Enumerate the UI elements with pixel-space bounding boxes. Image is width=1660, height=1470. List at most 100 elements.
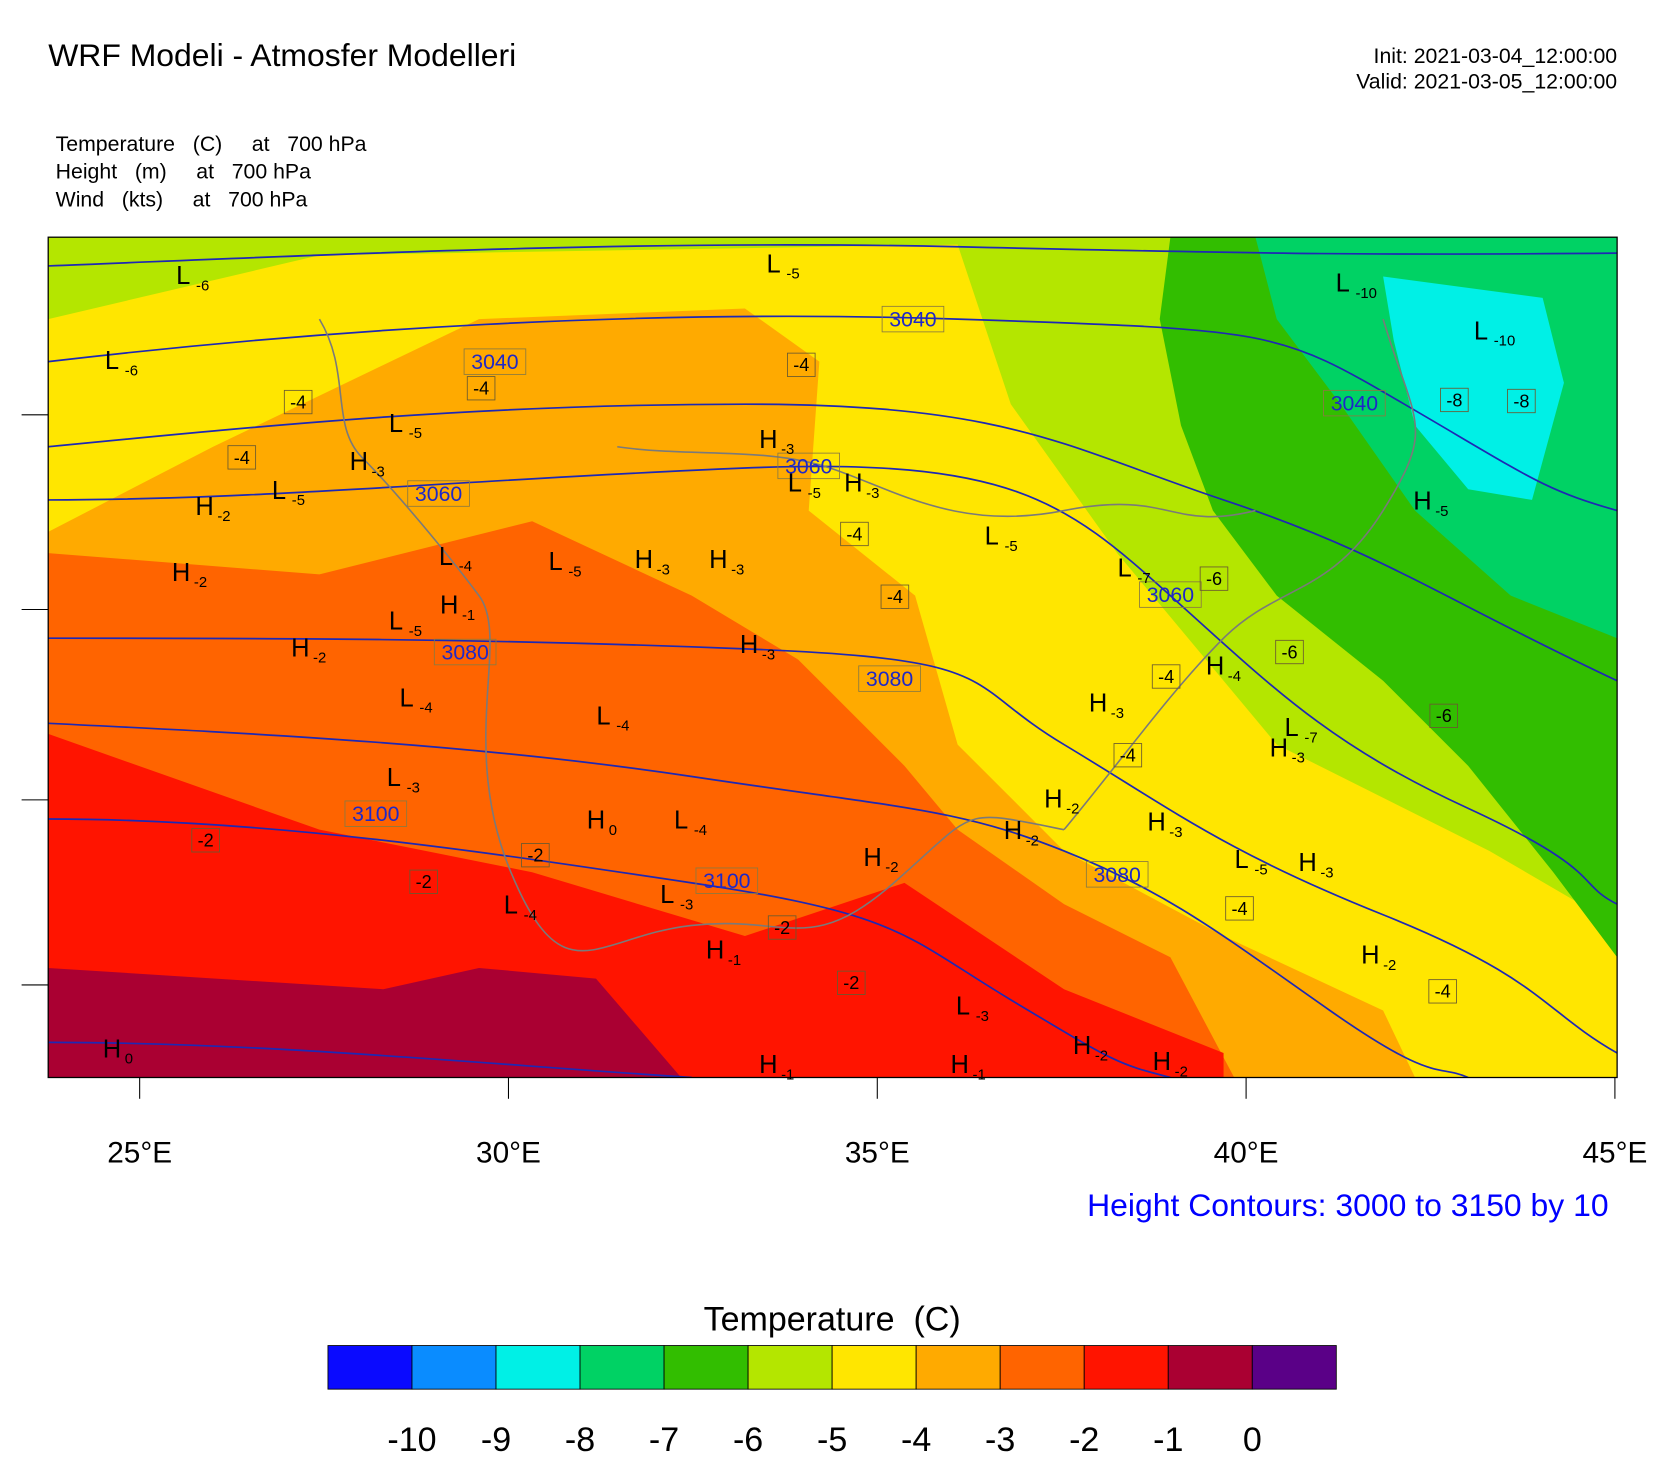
center-letter: H [1044, 785, 1062, 813]
label-box [787, 352, 816, 377]
center-value: -2 [1066, 802, 1079, 818]
colorbar-swatch [579, 1345, 665, 1390]
x-tick-label: 25°E [107, 1137, 172, 1170]
center-letter: H [1153, 1048, 1171, 1076]
label-box [433, 638, 497, 666]
height-label: 3100 [703, 869, 750, 893]
x-tick-label: 40°E [1214, 1137, 1279, 1170]
center-value: -4 [419, 701, 432, 717]
label-box [1113, 743, 1143, 768]
label-box [777, 452, 840, 480]
label-box [283, 389, 313, 415]
center-letter: H [1298, 849, 1316, 877]
label-box [1507, 388, 1536, 414]
label-box [880, 584, 910, 609]
map-field [48, 237, 1618, 1078]
center-value: -4 [524, 908, 537, 924]
valid-time: Valid: 2021-03-05_12:00:00 [1356, 69, 1617, 93]
center-letter: L [788, 469, 802, 497]
center-letter: L [272, 477, 286, 505]
center-value: -10 [1494, 334, 1515, 350]
colorbar-label: -8 [565, 1421, 595, 1459]
colorbar-swatch [327, 1345, 413, 1390]
center-value: -5 [409, 426, 422, 442]
label-box [1428, 979, 1457, 1004]
colorbar-swatch [1167, 1345, 1253, 1390]
center-letter: L [387, 764, 401, 792]
label-box [1199, 566, 1229, 591]
x-tick-label: 30°E [476, 1137, 541, 1170]
center-letter: L [1474, 317, 1488, 345]
label-box [1275, 639, 1304, 665]
colorbar-label: -1 [1153, 1421, 1183, 1459]
borders [318, 318, 1417, 952]
center-value: -4 [616, 719, 629, 735]
center-value: -3 [372, 465, 385, 481]
center-value: -3 [976, 1009, 989, 1025]
center-value: -7 [1137, 571, 1150, 587]
center-letter: H [103, 1035, 121, 1063]
height-label: 3040 [1331, 392, 1378, 416]
height-label: 3060 [785, 454, 832, 478]
height-label: 3060 [415, 482, 462, 506]
center-value: -5 [409, 624, 422, 640]
center-letter: H [440, 592, 458, 620]
colorbar-label: -9 [481, 1421, 511, 1459]
center-value: -4 [694, 823, 707, 839]
center-value: -4 [459, 559, 472, 575]
colorbar-label: -5 [817, 1421, 847, 1459]
colorbar-swatch [747, 1345, 833, 1390]
center-value: -3 [762, 647, 775, 663]
center-letter: L [767, 250, 781, 278]
temp-label: -2 [527, 846, 543, 866]
label-box [1225, 896, 1254, 921]
center-value: -2 [217, 509, 230, 525]
center-value: -5 [568, 565, 581, 581]
center-letter: H [759, 1051, 777, 1079]
center-letter: L [439, 543, 453, 571]
colorbar-label: -7 [649, 1421, 679, 1459]
label-box [191, 828, 220, 853]
field-label: Height (m) at 700 hPa [56, 160, 311, 184]
center-value: -3 [866, 486, 879, 502]
title: WRF Modeli - Atmosfer Modelleri [48, 37, 516, 73]
temp-label: -8 [1513, 391, 1529, 411]
temp-label: -4 [887, 587, 903, 607]
center-letter: L [548, 548, 562, 576]
center-value: -1 [781, 1068, 794, 1084]
height-label: 3080 [866, 667, 913, 691]
colorbar-swatch [831, 1345, 917, 1390]
temp-label: -8 [1446, 390, 1462, 410]
temp-label: -4 [1120, 746, 1136, 766]
temp-label: -2 [774, 918, 790, 938]
center-letter: H [759, 426, 777, 454]
temp-label: -2 [843, 973, 859, 993]
colorbar-swatch [1251, 1345, 1337, 1390]
center-value: -3 [781, 442, 794, 458]
center-letter: H [1361, 942, 1379, 970]
map-frame [47, 236, 1618, 1079]
center-letter: L [956, 993, 970, 1021]
x-tick-label: 45°E [1582, 1137, 1647, 1170]
colorbar-title: Temperature (C) [704, 1301, 961, 1339]
center-letter: H [706, 936, 724, 964]
temp-label: -2 [416, 872, 432, 892]
center-letter: H [709, 546, 727, 574]
center-value: -5 [1254, 862, 1267, 878]
field-label: Temperature (C) at 700 hPa [56, 132, 367, 156]
center-value: -3 [680, 897, 693, 913]
center-letter: H [863, 844, 881, 872]
field-label: Wind (kts) at 700 hPa [56, 187, 308, 211]
center-value: 0 [125, 1052, 133, 1068]
colorbar-swatch [1083, 1345, 1169, 1390]
label-box [1151, 664, 1181, 689]
label-box [858, 665, 921, 692]
center-value: -5 [292, 493, 305, 509]
height-contours [48, 244, 1618, 1078]
field-band [48, 967, 682, 1078]
label-box [1085, 861, 1149, 888]
label-box [837, 970, 866, 995]
center-letter: H [844, 469, 862, 497]
height-label: 3100 [352, 802, 399, 826]
temp-label: -4 [1158, 667, 1174, 687]
